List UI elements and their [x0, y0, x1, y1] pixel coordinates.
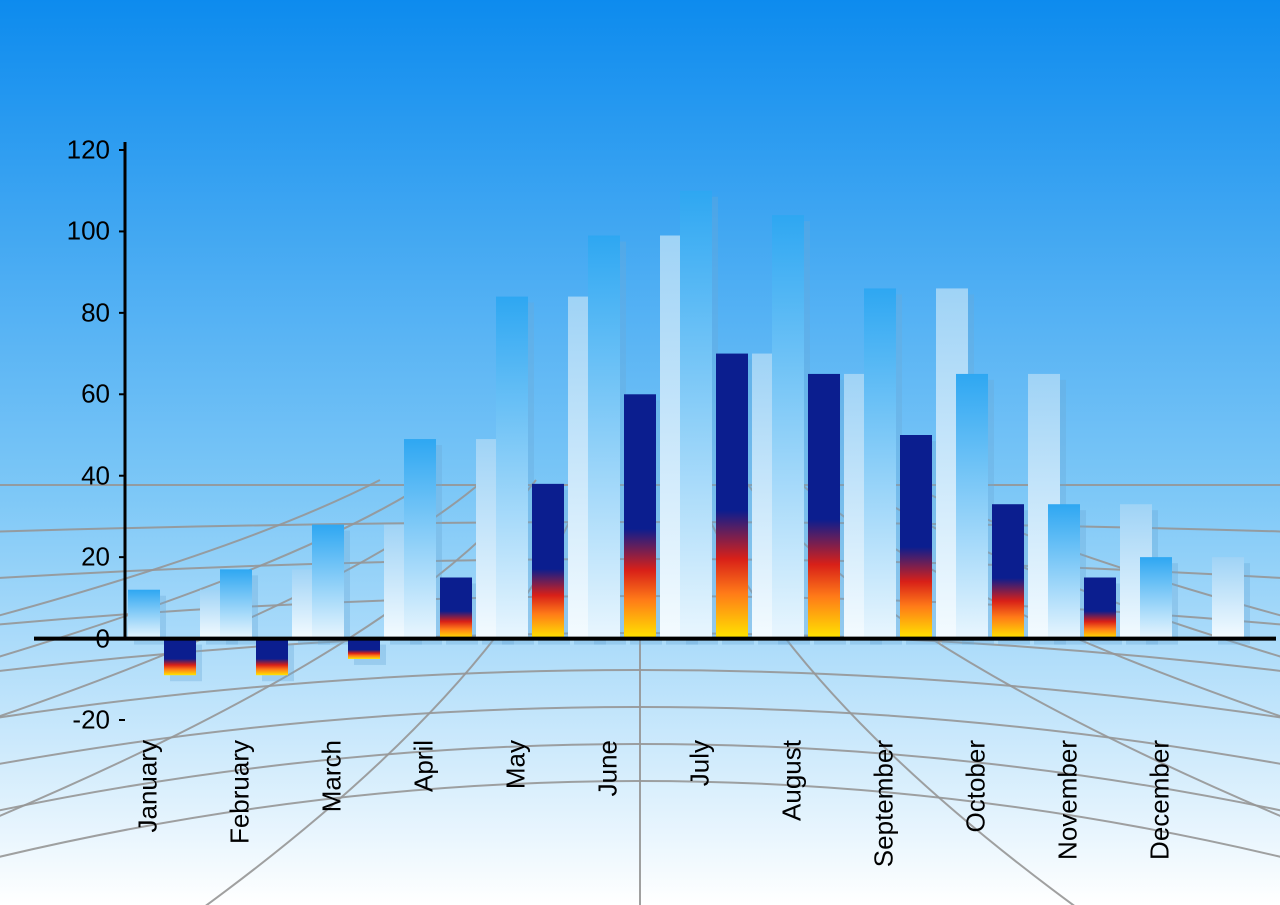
bar-b-4: [532, 484, 564, 639]
bar-a-4: [496, 297, 528, 639]
bar-a-1: [220, 569, 252, 638]
bars-layer: [128, 191, 1244, 676]
x-tick-label: July: [685, 740, 716, 786]
bar-a-10: [1048, 504, 1080, 638]
y-tick-label: -20: [0, 705, 110, 736]
bar-b-7: [808, 374, 840, 639]
chart-stage: -20 0 20 40 60 80 100 120 January February March Ap…: [0, 0, 1280, 905]
x-tick-label: October: [961, 740, 992, 833]
x-tick-label: January: [133, 740, 164, 833]
bar-a-8: [864, 288, 896, 638]
bar-b-5: [624, 394, 656, 638]
bar-a-11: [1140, 557, 1172, 638]
y-tick-label: 40: [0, 460, 110, 491]
bar-b-6: [716, 354, 748, 639]
bar-a-6: [680, 191, 712, 639]
y-tick-label: 100: [0, 216, 110, 247]
x-tick-label: June: [593, 740, 624, 796]
bar-b-1: [256, 639, 288, 676]
bar-a-3: [404, 439, 436, 638]
x-tick-label: March: [317, 740, 348, 812]
bar-a-5: [588, 236, 620, 639]
y-tick-label: 120: [0, 135, 110, 166]
y-tick-label: 60: [0, 379, 110, 410]
y-tick-label: 20: [0, 542, 110, 573]
x-tick-label: September: [869, 740, 900, 867]
x-tick-label: May: [501, 740, 532, 789]
bar-a-2: [312, 525, 344, 639]
y-tick-label: 80: [0, 297, 110, 328]
x-tick-label: August: [777, 740, 808, 821]
bar-a-0: [128, 590, 160, 639]
x-tick-label: December: [1145, 740, 1176, 860]
x-tick-label: February: [225, 740, 256, 844]
bar-chart-svg: [0, 0, 1280, 905]
bar-a-7: [772, 215, 804, 638]
y-tick-label: 0: [0, 623, 110, 654]
bar-b-8: [900, 435, 932, 639]
bar-b-3: [440, 578, 472, 639]
x-tick-label: November: [1053, 740, 1084, 860]
bar-b-9: [992, 504, 1024, 638]
bar-c-11: [1212, 557, 1244, 638]
x-tick-label: April: [409, 740, 440, 792]
bar-b-10: [1084, 578, 1116, 639]
bar-a-9: [956, 374, 988, 639]
bar-b-0: [164, 639, 196, 676]
bar-b-2: [348, 639, 380, 659]
